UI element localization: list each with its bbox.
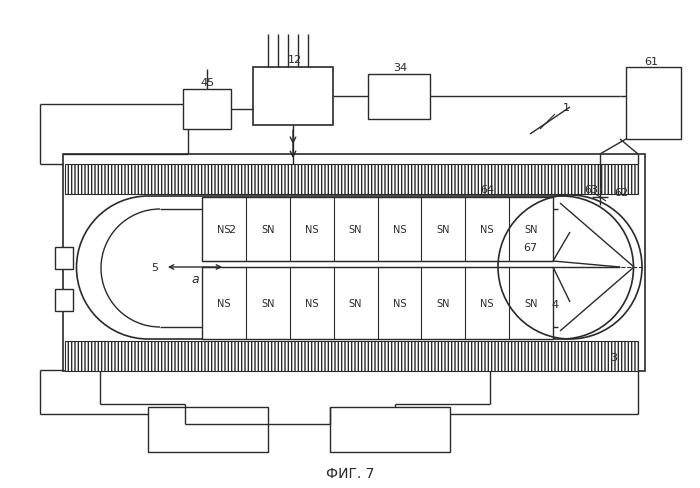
Text: 5: 5 xyxy=(151,263,158,272)
Text: SN: SN xyxy=(524,224,538,235)
Text: SN: SN xyxy=(437,298,450,308)
Bar xyxy=(183,90,231,130)
Text: 67: 67 xyxy=(523,243,537,252)
Bar xyxy=(253,68,333,126)
Text: SN: SN xyxy=(349,298,363,308)
Bar xyxy=(65,164,638,195)
Text: 1: 1 xyxy=(563,103,570,113)
Text: 64: 64 xyxy=(480,184,494,195)
Bar xyxy=(330,407,450,452)
Text: NS: NS xyxy=(393,298,406,308)
Text: SN: SN xyxy=(261,298,274,308)
Text: NS: NS xyxy=(393,224,406,235)
Text: NS: NS xyxy=(305,224,318,235)
Text: 3: 3 xyxy=(610,352,617,362)
Text: SN: SN xyxy=(437,224,450,235)
Bar xyxy=(202,267,553,339)
Text: 62: 62 xyxy=(614,187,628,198)
Text: ФИГ. 7: ФИГ. 7 xyxy=(326,466,374,480)
Text: SN: SN xyxy=(349,224,363,235)
Text: NS: NS xyxy=(305,298,318,308)
Text: 4: 4 xyxy=(552,299,559,309)
Text: NS: NS xyxy=(217,224,231,235)
Text: 63: 63 xyxy=(584,184,598,195)
Text: NS: NS xyxy=(480,298,494,308)
Bar xyxy=(368,75,430,120)
Text: a: a xyxy=(191,273,199,286)
Text: 12: 12 xyxy=(288,55,302,65)
Text: 45: 45 xyxy=(200,78,214,88)
Text: NS: NS xyxy=(480,224,494,235)
Text: 2: 2 xyxy=(228,224,236,235)
Bar xyxy=(148,407,268,452)
Bar xyxy=(55,289,73,311)
Text: SN: SN xyxy=(524,298,538,308)
Text: SN: SN xyxy=(261,224,274,235)
Bar xyxy=(626,68,681,140)
Bar xyxy=(55,247,73,269)
Text: 61: 61 xyxy=(644,57,658,67)
Bar xyxy=(65,341,638,371)
Text: NS: NS xyxy=(217,298,231,308)
Bar xyxy=(63,155,645,371)
Bar xyxy=(202,198,553,262)
Text: 34: 34 xyxy=(393,63,407,73)
